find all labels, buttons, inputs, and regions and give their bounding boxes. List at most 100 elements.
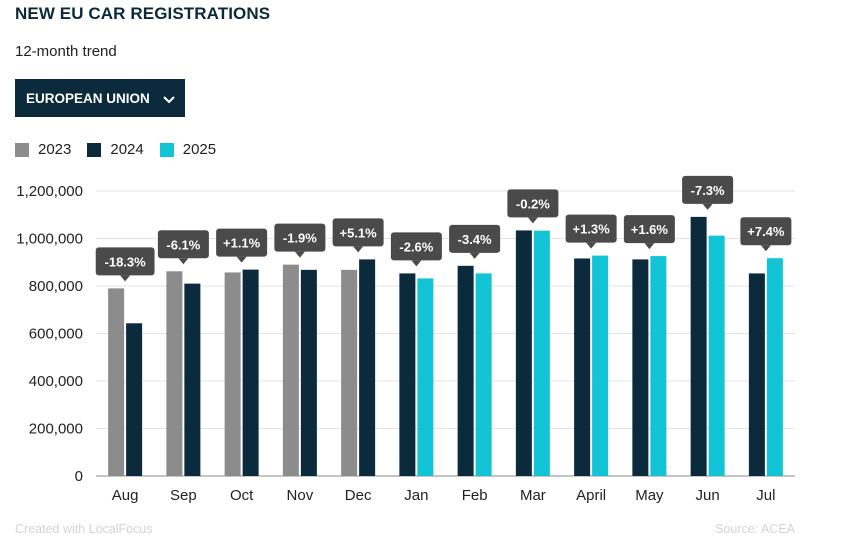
annotation-box — [449, 224, 501, 253]
annotation-pointer — [644, 243, 655, 250]
change-annotation: +1.1% — [216, 228, 268, 263]
legend-label-2025: 2025 — [182, 141, 217, 158]
annotation-box — [95, 247, 155, 276]
annotation-pointer — [760, 245, 771, 252]
x-tick-label: Mar — [520, 487, 546, 504]
annotation-box — [740, 217, 792, 246]
x-tick-label: Jan — [404, 487, 428, 504]
annotation-pointer — [527, 217, 538, 224]
bar-2024 — [632, 259, 649, 476]
annotation-pointer — [236, 256, 247, 263]
legend-swatch-2023 — [15, 142, 29, 157]
x-tick-label: April — [576, 487, 606, 504]
y-tick-label: 600,000 — [29, 326, 83, 343]
annotation-box — [623, 215, 675, 244]
annotation-label: +7.4% — [747, 224, 785, 239]
annotation-box — [332, 218, 384, 247]
annotation-label: -0.2% — [516, 196, 550, 211]
x-tick-label: Nov — [287, 487, 314, 504]
bar-2024 — [242, 269, 259, 476]
bar-2024 — [184, 283, 201, 476]
bar-2023 — [341, 269, 358, 476]
annotation-pointer — [294, 251, 305, 258]
change-annotation: +1.3% — [565, 214, 617, 249]
annotation-pointer — [702, 203, 713, 210]
change-annotation: -0.2% — [507, 189, 559, 224]
chart-subtitle: 12-month trend — [15, 43, 117, 60]
annotation-label: +1.3% — [573, 222, 611, 237]
bar-2025 — [766, 258, 783, 476]
legend-swatch-2025 — [159, 142, 174, 157]
annotation-pointer — [353, 246, 364, 253]
region-dropdown-label: EUROPEAN UNION — [26, 90, 150, 106]
annotation-box — [682, 175, 734, 204]
annotation-label: -18.3% — [105, 254, 147, 269]
bar-2024 — [574, 258, 591, 476]
annotation-box — [390, 232, 442, 261]
bar-2024 — [399, 273, 416, 476]
change-annotation: +1.6% — [623, 215, 675, 250]
bar-2023 — [224, 272, 241, 476]
bar-2024 — [748, 273, 765, 476]
annotation-label: +1.6% — [631, 222, 669, 237]
legend-item-2024[interactable]: 2024 — [87, 141, 144, 158]
change-annotation: -18.3% — [95, 247, 155, 282]
bar-2023 — [108, 288, 125, 476]
legend: 2023 2024 2025 — [15, 141, 232, 158]
annotation-label: -2.6% — [399, 239, 433, 254]
annotation-box — [274, 223, 326, 252]
bar-2023 — [166, 271, 183, 476]
annotation-label: -1.9% — [283, 231, 317, 246]
change-annotation: +7.4% — [740, 217, 792, 252]
y-tick-label: 800,000 — [29, 278, 83, 295]
chevron-down-icon — [162, 93, 176, 104]
change-annotation: +5.1% — [332, 218, 384, 253]
change-annotation: -3.4% — [449, 224, 501, 259]
bar-2025 — [475, 273, 492, 476]
bar-2025 — [650, 256, 667, 476]
source-text: Source: ACEA — [715, 522, 795, 536]
change-annotation: -1.9% — [274, 223, 326, 258]
bar-2025 — [533, 230, 550, 476]
bar-chart: 0 200,000 400,000 600,000 800,000 1,000,000 1,… — [16, 175, 795, 504]
y-tick-label: 1,000,000 — [16, 231, 83, 248]
annotation-pointer — [586, 242, 597, 249]
annotation-pointer — [469, 252, 480, 259]
legend-item-2023[interactable]: 2023 — [15, 141, 71, 158]
bar-2023 — [282, 264, 299, 476]
x-tick-label: Jul — [756, 487, 775, 504]
change-annotation: -7.3% — [682, 175, 734, 210]
annotation-pointer — [178, 258, 189, 265]
x-tick-label: Oct — [230, 487, 254, 504]
y-tick-label: 200,000 — [29, 421, 83, 438]
annotation-label: -7.3% — [691, 183, 725, 198]
annotation-label: -6.1% — [166, 237, 200, 252]
legend-swatch-2024 — [87, 142, 102, 157]
annotation-box — [157, 230, 209, 259]
change-annotation: -6.1% — [157, 230, 209, 265]
y-tick-label: 0 — [75, 468, 83, 485]
y-tick-label: 400,000 — [29, 373, 83, 390]
y-tick-label: 1,200,000 — [16, 183, 83, 200]
region-dropdown[interactable]: EUROPEAN UNION — [15, 79, 185, 117]
bar-2024 — [690, 216, 707, 476]
x-tick-label: May — [635, 487, 664, 504]
change-annotation: -2.6% — [390, 232, 442, 267]
bar-2024 — [359, 259, 376, 476]
bar-2025 — [592, 255, 609, 476]
annotation-label: +1.1% — [223, 236, 261, 251]
x-tick-label: Dec — [345, 487, 372, 504]
legend-label-2024: 2024 — [110, 141, 144, 158]
bar-2024 — [457, 265, 474, 476]
x-tick-label: Sep — [170, 487, 197, 504]
annotation-box — [216, 228, 268, 257]
bar-2024 — [515, 230, 532, 476]
legend-label-2023: 2023 — [38, 141, 72, 158]
legend-item-2025[interactable]: 2025 — [159, 141, 217, 158]
annotation-pointer — [120, 275, 131, 282]
chart-title: NEW EU CAR REGISTRATIONS — [15, 4, 271, 23]
x-tick-label: Jun — [696, 487, 720, 504]
annotation-box — [507, 189, 559, 218]
bar-2024 — [300, 269, 317, 476]
bar-2025 — [417, 278, 434, 476]
